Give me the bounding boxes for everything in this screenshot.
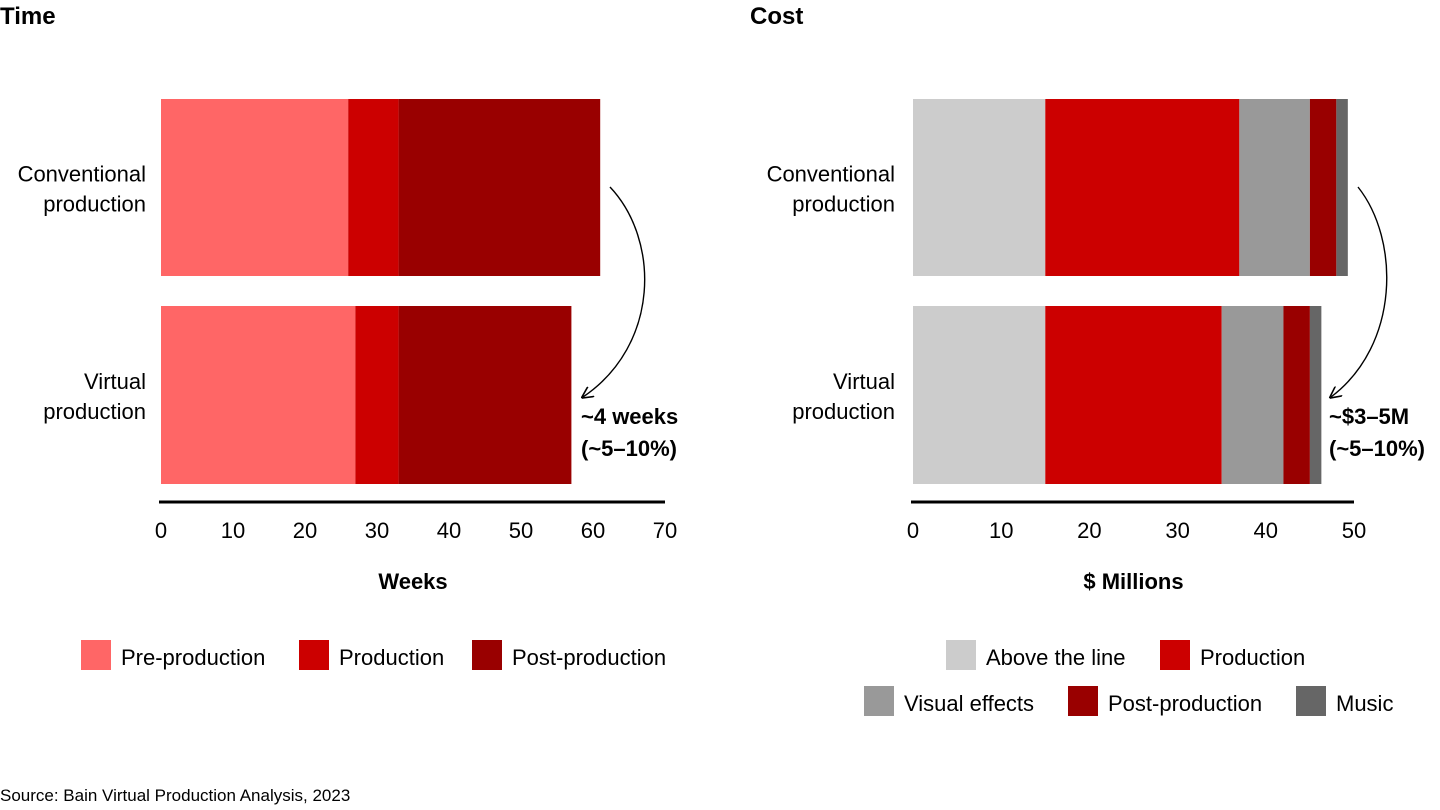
chart-title: Cost — [750, 3, 803, 30]
category-label: production — [43, 192, 146, 217]
bar-segment — [1283, 306, 1310, 484]
legend-label: Music — [1336, 691, 1393, 716]
axis-label: $ Millions — [1083, 569, 1183, 594]
legend-swatch — [1160, 640, 1190, 670]
legend-swatch — [472, 640, 502, 670]
legend-swatch — [1296, 686, 1326, 716]
axis-label: Weeks — [378, 569, 447, 594]
bar-segment — [355, 306, 399, 484]
tick-label: 40 — [437, 518, 461, 543]
annotation-label: (~5–10%) — [581, 436, 677, 461]
tick-label: 30 — [1165, 518, 1189, 543]
category-label: Conventional — [767, 162, 895, 187]
category-label: Virtual — [84, 369, 146, 394]
category-label: Virtual — [833, 369, 895, 394]
tick-label: 0 — [907, 518, 919, 543]
tick-label: 70 — [653, 518, 677, 543]
legend-label: Post-production — [1108, 691, 1262, 716]
tick-label: 50 — [1342, 518, 1366, 543]
bar-segment — [161, 306, 356, 484]
category-label: production — [792, 399, 895, 424]
legend-swatch — [81, 640, 111, 670]
legend-swatch — [864, 686, 894, 716]
bar-segment — [1221, 306, 1284, 484]
annotation-label: ~$3–5M — [1329, 404, 1409, 429]
tick-label: 20 — [293, 518, 317, 543]
tick-label: 0 — [155, 518, 167, 543]
annotation-label: ~4 weeks — [581, 404, 678, 429]
category-label: Conventional — [18, 162, 146, 187]
category-label: production — [43, 399, 146, 424]
legend-label: Production — [339, 645, 444, 670]
tick-label: 50 — [509, 518, 533, 543]
bar-segment — [398, 99, 601, 276]
legend-label: Above the line — [986, 645, 1125, 670]
bar-segment — [913, 99, 1046, 276]
panel-cost: Cost Conventional production Virtual product… — [750, 3, 1425, 716]
bar-segment — [398, 306, 572, 484]
tick-label: 10 — [989, 518, 1013, 543]
legend-label: Visual effects — [904, 691, 1034, 716]
bar-segment — [1045, 99, 1240, 276]
source-note: Source: Bain Virtual Production Analysis… — [0, 786, 351, 805]
tick-label: 10 — [221, 518, 245, 543]
tick-label: 30 — [365, 518, 389, 543]
tick-label: 20 — [1077, 518, 1101, 543]
panel-time: Time Conventional production Virtual product… — [0, 3, 678, 670]
legend-label: Pre-production — [121, 645, 265, 670]
legend-label: Post-production — [512, 645, 666, 670]
bar-segment — [1045, 306, 1222, 484]
bar-segment — [1309, 306, 1322, 484]
bar-segment — [1239, 99, 1310, 276]
bar-segment — [913, 306, 1046, 484]
bar-segment — [161, 99, 349, 276]
bar-segment — [1336, 99, 1348, 276]
legend-swatch — [946, 640, 976, 670]
savings-arrow — [583, 186, 646, 397]
tick-label: 40 — [1254, 518, 1278, 543]
legend-swatch — [299, 640, 329, 670]
annotation-label: (~5–10%) — [1329, 436, 1425, 461]
bar-segment — [348, 99, 399, 276]
chart-title: Time — [0, 3, 56, 30]
legend-swatch — [1068, 686, 1098, 716]
legend-label: Production — [1200, 645, 1305, 670]
savings-arrow — [1331, 186, 1388, 397]
bar-segment — [1309, 99, 1337, 276]
tick-label: 60 — [581, 518, 605, 543]
category-label: production — [792, 192, 895, 217]
